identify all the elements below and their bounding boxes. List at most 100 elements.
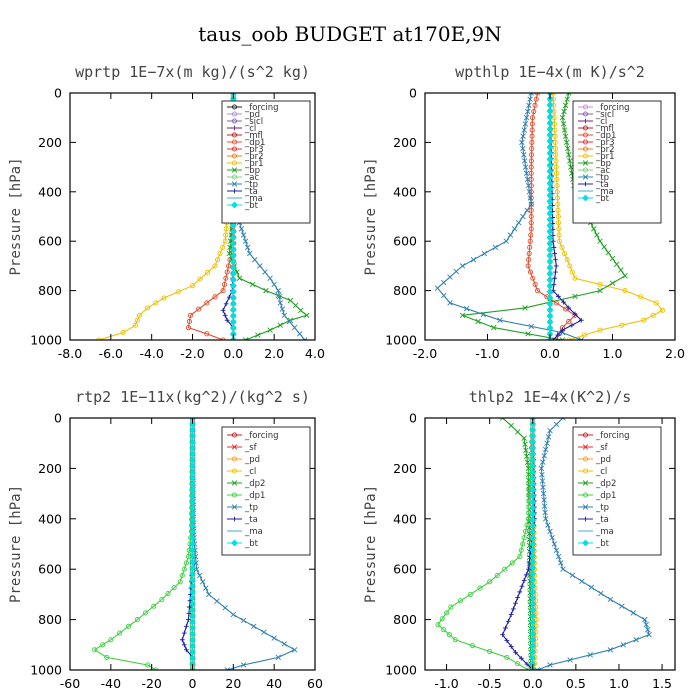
legend-marker: [582, 104, 589, 110]
series-marker: [546, 113, 554, 121]
x-tick-label: -2.0: [413, 346, 437, 361]
series-marker: [481, 250, 488, 257]
legend-marker: [582, 139, 589, 145]
series-marker: [622, 288, 628, 294]
series-line-tp: [436, 93, 582, 340]
series-marker: [503, 625, 508, 631]
legend-marker: [231, 201, 238, 209]
legend-label: _pd: [595, 455, 611, 465]
series-marker: [613, 261, 620, 267]
series-marker: [567, 158, 573, 164]
series-marker: [563, 306, 569, 312]
series-marker: [556, 226, 562, 232]
legend-label: _pd: [244, 110, 260, 120]
x-tick-label: 20: [225, 676, 241, 691]
series-marker: [240, 662, 247, 668]
series-marker: [516, 219, 522, 226]
legend-marker: [231, 118, 238, 124]
legend-label: _bp: [595, 159, 611, 169]
series-marker: [250, 281, 256, 288]
series-marker: [532, 281, 538, 287]
series-marker: [561, 108, 567, 115]
series-marker: [134, 317, 140, 323]
series-marker: [521, 127, 527, 133]
series-marker: [630, 610, 637, 616]
series-marker: [255, 332, 261, 338]
series-marker: [187, 598, 193, 604]
series-marker: [275, 654, 281, 661]
series-marker: [179, 572, 185, 579]
series-marker: [508, 422, 514, 429]
legend-label: _pr1: [595, 152, 615, 162]
y-tick-label: 1000: [385, 663, 417, 678]
series-marker: [572, 293, 578, 300]
series-marker: [514, 429, 521, 435]
y-tick-label: 800: [38, 283, 62, 298]
series-marker: [559, 244, 565, 250]
legend-marker: [582, 146, 589, 152]
series-marker: [261, 629, 267, 635]
series-marker: [526, 250, 532, 257]
series-marker: [605, 250, 612, 256]
series-marker: [562, 102, 569, 109]
legend-label: _ta: [244, 515, 258, 525]
series-marker: [186, 617, 191, 622]
series-marker: [546, 137, 554, 145]
series-marker: [561, 127, 568, 133]
series-marker: [220, 307, 226, 313]
series-marker: [199, 579, 206, 585]
series-marker: [553, 257, 558, 263]
series-marker: [459, 312, 466, 319]
series-marker: [459, 263, 466, 269]
series-marker: [556, 220, 562, 226]
legend-marker: [231, 480, 238, 486]
x-tick-label: 1.0: [603, 346, 623, 361]
legend-label: _forcing: [595, 103, 630, 113]
y-axis-label: Pressure [hPa]: [8, 157, 24, 275]
series-marker: [541, 453, 547, 459]
legend-label: _ta: [244, 187, 258, 197]
legend-marker: [582, 153, 589, 159]
series-marker: [528, 158, 534, 164]
legend-label: _pr2: [595, 145, 615, 155]
series-marker: [539, 478, 546, 484]
series-marker: [441, 292, 447, 299]
series-marker: [187, 312, 194, 318]
series-marker: [546, 143, 554, 151]
x-tick-label: -8.0: [58, 346, 82, 361]
series-marker: [527, 238, 533, 244]
series-marker: [572, 311, 578, 317]
legend-marker: [583, 181, 588, 187]
series-marker: [463, 305, 470, 312]
series-marker: [159, 596, 165, 602]
series-marker: [650, 312, 656, 318]
series-marker: [560, 121, 567, 127]
legend-label: _dp2: [595, 479, 616, 489]
x-tick-label: 4.0: [305, 346, 325, 361]
series-marker: [186, 318, 192, 325]
series-marker: [620, 642, 626, 648]
series-marker: [528, 323, 534, 330]
series-marker: [229, 282, 237, 290]
y-tick-label: 1000: [385, 333, 417, 348]
series-marker: [521, 535, 527, 541]
legend-marker: [582, 432, 589, 438]
series-marker: [533, 617, 539, 623]
y-tick-label: 600: [38, 562, 62, 577]
panel-rtp2: rtp2 1E−11x(kg^2)/(kg^2 s) Pressure [hPa]…: [8, 388, 323, 691]
series-marker: [224, 317, 230, 323]
series-marker: [524, 207, 530, 214]
series-marker: [134, 617, 140, 623]
plot-frame: [424, 417, 676, 671]
series-marker: [587, 652, 593, 658]
series-marker: [521, 435, 527, 441]
series-marker: [153, 300, 159, 306]
series-marker: [533, 604, 539, 610]
y-tick-label: 600: [38, 234, 62, 249]
series-marker: [263, 287, 269, 294]
series-marker: [177, 579, 183, 585]
legend-label: _pd: [244, 455, 260, 465]
series-marker: [186, 610, 192, 616]
series-marker: [579, 578, 585, 585]
series-marker: [529, 146, 535, 152]
